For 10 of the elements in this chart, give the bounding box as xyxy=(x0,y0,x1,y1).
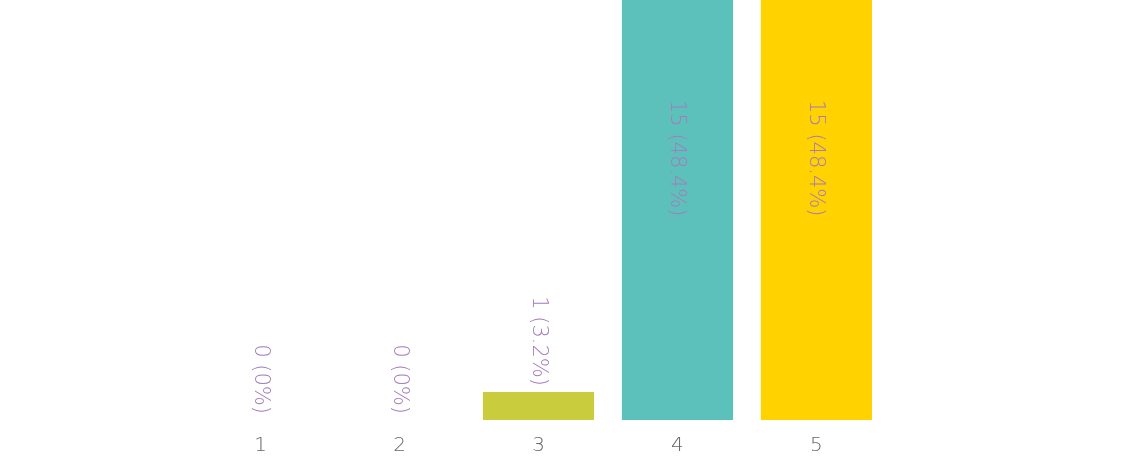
x-tick-label: 4 xyxy=(671,431,684,456)
data-label: 0 (0%) xyxy=(249,344,274,414)
data-label: 1 (3.2%) xyxy=(527,296,552,386)
x-tick-label: 2 xyxy=(393,431,406,456)
data-label: 15 (48.4%) xyxy=(805,100,830,217)
x-tick-label: 5 xyxy=(810,431,823,456)
data-label: 15 (48.4%) xyxy=(666,100,691,217)
x-tick-label: 1 xyxy=(254,431,267,456)
data-label: 0 (0%) xyxy=(388,344,413,414)
x-tick-label: 3 xyxy=(532,431,545,456)
